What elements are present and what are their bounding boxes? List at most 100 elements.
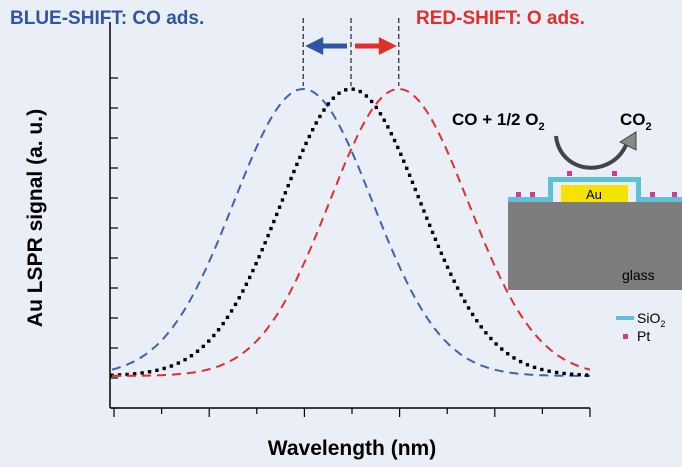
series-point (247, 275, 252, 280)
series-point (505, 352, 510, 356)
series-blue-curve (111, 87, 590, 377)
series-point (378, 112, 383, 116)
legend-pt-swatch (623, 334, 628, 339)
series-point (254, 261, 258, 266)
series-point (463, 299, 467, 304)
series-point (442, 258, 447, 262)
series-point (489, 336, 493, 341)
series-point (155, 368, 159, 373)
series-point (277, 205, 282, 209)
reaction-arrowhead-icon (618, 131, 637, 151)
series-point (269, 226, 273, 231)
legend: SiO2 Pt (616, 310, 665, 344)
au-particle (561, 185, 628, 202)
series-point (266, 233, 270, 238)
series-point (540, 367, 544, 372)
series-point (241, 289, 245, 293)
series-point (162, 366, 166, 371)
series-point (221, 321, 225, 326)
series-point (195, 349, 200, 353)
series-point (176, 361, 181, 365)
series-point (337, 91, 341, 95)
series-point (410, 180, 415, 185)
series-point (289, 176, 293, 181)
series-point (260, 248, 264, 252)
series-point (229, 309, 234, 313)
series-point (433, 237, 438, 241)
series-point (251, 268, 255, 273)
series-point (201, 344, 205, 349)
series-point (272, 219, 276, 224)
series-point (479, 325, 483, 329)
legend-pt-label: Pt (637, 328, 650, 344)
y-ticks (110, 77, 118, 409)
series-point (547, 369, 551, 373)
au-label: Au (586, 187, 602, 202)
series-point (396, 145, 400, 150)
series-point (430, 230, 435, 235)
series-point (225, 315, 230, 320)
series-point (518, 359, 523, 364)
series-point (427, 223, 432, 228)
series-point (585, 373, 589, 377)
series-point (314, 121, 318, 125)
series-point (364, 94, 369, 98)
series-point (459, 293, 463, 297)
series-point (351, 87, 355, 91)
series-point (298, 155, 302, 160)
series-point (244, 282, 249, 286)
series-point (494, 342, 498, 346)
series-point (237, 296, 241, 300)
equation-lhs: CO + 1/2 O2 (452, 110, 545, 133)
series-point (275, 212, 279, 217)
equation-rhs: CO2 (620, 110, 652, 133)
series-point (452, 279, 456, 283)
series-point (301, 148, 305, 153)
series-point (425, 216, 429, 220)
series-point (295, 162, 299, 167)
series-point (132, 372, 137, 376)
series-point (475, 319, 479, 323)
series-point (326, 102, 331, 106)
series-point (125, 372, 129, 377)
series-point (233, 302, 238, 307)
shift-guides (302, 18, 400, 86)
series-point (569, 372, 574, 376)
y-axis-title: Au LSPR signal (a. u.) (24, 109, 47, 327)
series-point (283, 191, 288, 195)
series-point (436, 244, 441, 249)
series-point (382, 118, 386, 122)
series-point (369, 99, 374, 104)
series-point (484, 331, 488, 335)
series-point (554, 370, 559, 375)
pt-dots (516, 171, 677, 197)
series-point (322, 108, 326, 112)
series-point (183, 357, 187, 362)
series-point (407, 173, 412, 177)
series-point (358, 89, 362, 94)
glass-substrate (508, 202, 682, 290)
series-point (419, 202, 423, 206)
series-point (439, 251, 444, 255)
series-point (263, 241, 267, 245)
series-point (455, 286, 460, 290)
series-dotted-curve (110, 87, 589, 377)
series-point (532, 365, 537, 370)
series-point (413, 187, 418, 192)
series-point (466, 306, 471, 310)
series-point (331, 96, 336, 100)
x-axis-title: Wavelength (nm) (268, 437, 436, 460)
series-point (577, 373, 581, 377)
series-point (286, 183, 290, 188)
series-point (399, 152, 403, 157)
series-point (512, 356, 516, 360)
series-point (344, 88, 348, 92)
series-point (392, 138, 397, 143)
series-point (416, 194, 420, 199)
series-point (257, 255, 261, 259)
series-point (189, 354, 194, 358)
series-point (140, 371, 144, 375)
inset-diagram: CO + 1/2 O2 CO2 glass Au SiO2 (452, 110, 682, 344)
